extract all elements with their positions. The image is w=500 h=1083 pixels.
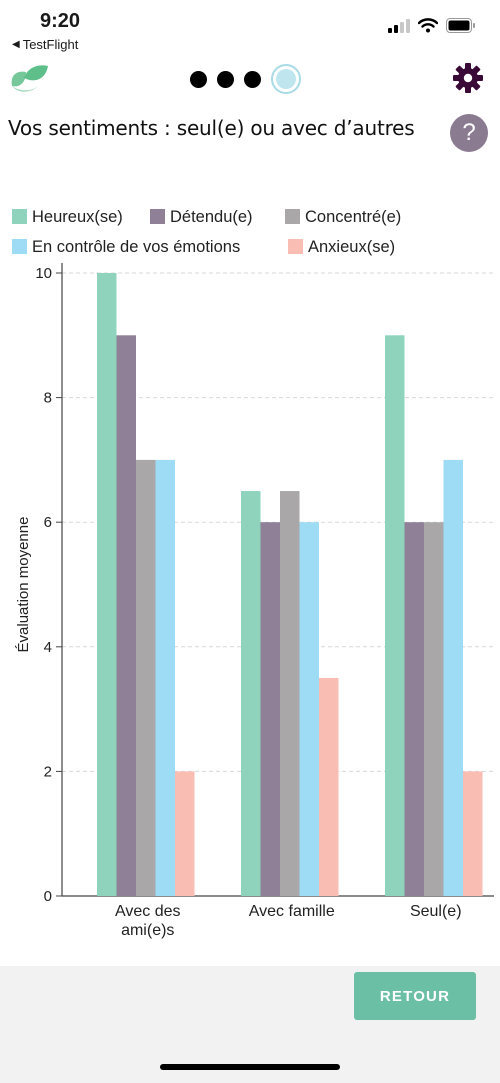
home-indicator: [160, 1064, 340, 1070]
progress-dot-current: [271, 64, 301, 94]
status-bar: 9:20 ◀ TestFlight: [0, 0, 500, 56]
progress-dot: [244, 70, 261, 88]
y-tick-label: 6: [44, 514, 52, 531]
y-tick-label: 0: [44, 888, 52, 905]
legend-swatch: [285, 209, 300, 224]
legend-label: En contrôle de vos émotions: [32, 238, 240, 256]
wifi-icon: [418, 18, 438, 33]
y-tick-label: 4: [44, 639, 52, 656]
page-title: Vos sentiments : seul(e) ou avec d’autre…: [8, 116, 415, 140]
back-triangle-icon: ◀: [12, 39, 20, 50]
y-tick-label: 8: [44, 390, 52, 407]
back-app-label: TestFlight: [22, 37, 79, 52]
bar: [280, 491, 300, 896]
bar: [97, 273, 117, 896]
x-category-label: Avec famille: [249, 903, 335, 920]
footer-bar: RETOUR: [0, 966, 500, 1083]
retour-button[interactable]: RETOUR: [354, 972, 476, 1020]
bar: [136, 459, 156, 896]
battery-icon: [446, 18, 475, 33]
x-category-label: Avec des ami(e)s: [115, 903, 181, 939]
progress-indicator: [190, 64, 301, 94]
legend-swatch: [150, 209, 165, 224]
progress-dot: [190, 70, 207, 88]
bar: [385, 335, 405, 896]
status-time: 9:20: [40, 10, 81, 32]
bar: [116, 335, 136, 896]
bar: [241, 491, 261, 896]
y-tick-label: 2: [44, 763, 52, 780]
help-icon: ?: [462, 119, 476, 146]
back-to-app-link[interactable]: ◀ TestFlight: [12, 37, 78, 52]
legend-label: Heureux(se): [32, 208, 123, 226]
legend-swatch: [12, 239, 27, 254]
x-category-label: Seul(e): [410, 903, 462, 920]
legend-swatch: [288, 239, 303, 254]
progress-dot: [217, 70, 234, 88]
legend-label: Concentré(e): [305, 208, 401, 226]
bar: [319, 677, 339, 896]
bar: [404, 522, 424, 896]
y-axis-label: Évaluation moyenne: [15, 517, 32, 653]
y-tick-label: 10: [35, 265, 52, 282]
bar: [260, 522, 280, 896]
feelings-bar-chart: Heureux(se) Détendu(e) Concentré(e) En cont…: [12, 208, 494, 939]
legend-label: Détendu(e): [170, 208, 253, 226]
bar: [463, 771, 483, 896]
bar: [155, 459, 175, 896]
bar: [443, 459, 463, 896]
gear-icon[interactable]: [452, 62, 484, 94]
bar: [424, 522, 444, 896]
status-icons: [388, 18, 476, 33]
cellular-signal-icon: [388, 18, 410, 33]
bar: [299, 522, 319, 896]
bar: [175, 771, 195, 896]
help-button[interactable]: ?: [450, 114, 488, 152]
leaf-logo-icon: [11, 65, 48, 92]
app-header: [0, 58, 500, 102]
legend-swatch: [12, 209, 27, 224]
legend-label: Anxieux(se): [308, 238, 395, 256]
